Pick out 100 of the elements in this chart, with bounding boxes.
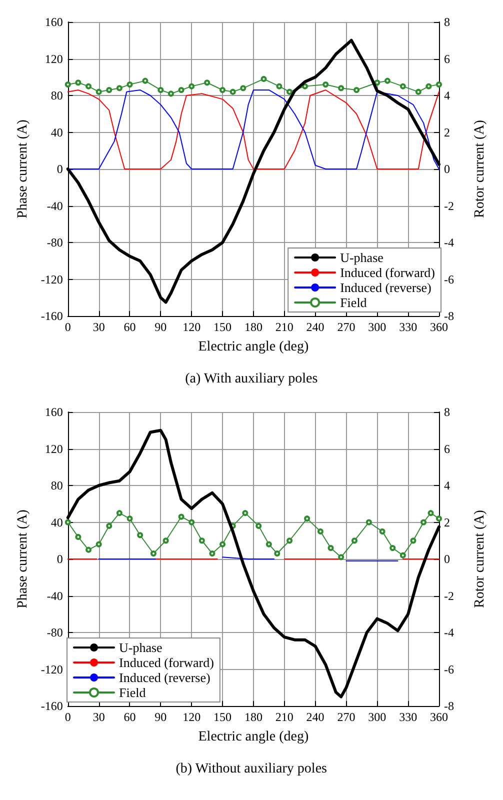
y2-tick-label: 6 <box>444 52 450 66</box>
point <box>428 510 434 516</box>
line-series <box>67 89 440 170</box>
x-tick-label: 90 <box>154 320 167 334</box>
point <box>116 85 122 92</box>
y-tick-label: -160 <box>40 699 63 713</box>
y-tick-label: 80 <box>50 478 63 492</box>
y-tick-label: 0 <box>56 552 63 566</box>
point <box>260 76 267 82</box>
point <box>86 546 92 553</box>
x-tick-label: 120 <box>182 710 201 724</box>
y-tick-label: -160 <box>40 309 63 323</box>
point <box>116 510 122 516</box>
x-tick-label: 90 <box>154 710 167 724</box>
point <box>106 522 112 529</box>
y-tick-label: 120 <box>44 442 63 456</box>
point <box>188 519 195 526</box>
y-tick-label: 0 <box>56 162 63 176</box>
y2-axis-title: Rotor current (A) <box>472 120 488 218</box>
legend-label: U-phase <box>340 250 384 265</box>
x-tick-label: 210 <box>275 320 294 334</box>
y2-tick-label: -8 <box>444 699 454 713</box>
point <box>328 544 334 551</box>
point <box>302 83 308 90</box>
x-axis-title: Electric angle (deg) <box>198 730 309 744</box>
point <box>351 538 358 544</box>
y2-tick-label: 4 <box>444 88 450 102</box>
y-tick-label: 40 <box>50 515 63 530</box>
point <box>150 550 156 556</box>
y-tick-label: 120 <box>44 52 63 66</box>
y2-tick-label: -2 <box>444 588 454 603</box>
y-axis-title: Phase current (A) <box>16 509 30 608</box>
point <box>286 538 293 544</box>
y2-tick-label: -4 <box>444 236 454 250</box>
x-tick-label: 360 <box>430 320 448 334</box>
y2-tick-label: 0 <box>444 552 450 566</box>
point <box>415 88 422 95</box>
point <box>240 85 246 92</box>
y-tick-label: 160 <box>44 405 63 419</box>
point <box>162 538 169 544</box>
y2-tick-label: -6 <box>444 662 454 676</box>
x-tick-label: 300 <box>368 710 386 724</box>
x-tick-label: 60 <box>124 710 136 724</box>
y2-tick-label: 8 <box>444 15 450 29</box>
legend-label: Induced (reverse) <box>340 280 432 295</box>
point <box>400 83 406 90</box>
point <box>142 78 148 84</box>
point <box>137 532 144 538</box>
point <box>86 83 92 90</box>
y-tick-label: 80 <box>50 88 63 102</box>
legend-label: Field <box>340 295 368 310</box>
point <box>198 538 205 544</box>
y-tick-label: 160 <box>44 15 63 29</box>
x-tick-label: 150 <box>214 710 232 724</box>
point <box>64 81 71 88</box>
y2-tick-label: 8 <box>444 405 450 419</box>
point <box>390 544 396 551</box>
point <box>75 534 82 540</box>
point <box>75 80 82 86</box>
point <box>126 516 133 522</box>
point <box>317 528 324 534</box>
y-tick-label: -80 <box>46 236 63 250</box>
y2-tick-label: -2 <box>444 198 454 213</box>
y2-tick-label: -8 <box>444 309 454 323</box>
point <box>168 90 174 97</box>
point <box>266 541 272 548</box>
x-tick-label: 240 <box>306 320 324 334</box>
point <box>436 516 442 522</box>
point <box>274 550 280 556</box>
y-tick-label: -120 <box>40 272 63 286</box>
x-tick-label: 360 <box>430 710 448 724</box>
x-tick-label: 210 <box>275 710 294 724</box>
x-tick-label: 330 <box>399 710 418 724</box>
point <box>420 519 427 526</box>
legend-label: Induced (forward) <box>119 655 214 670</box>
y2-tick-label: 2 <box>444 125 450 140</box>
point <box>96 541 102 548</box>
point <box>374 80 380 86</box>
point <box>384 78 390 84</box>
x-tick-label: 60 <box>124 320 136 334</box>
point <box>436 81 442 88</box>
y-axis-title: Phase current (A) <box>16 119 30 218</box>
point <box>276 83 282 90</box>
point <box>158 86 164 93</box>
y-tick-label: -40 <box>46 588 63 603</box>
y2-axis-title: Rotor current (A) <box>472 510 488 608</box>
point <box>304 516 310 522</box>
y2-tick-label: 0 <box>444 162 450 176</box>
point <box>178 514 184 520</box>
legend-label: Induced (forward) <box>340 265 436 280</box>
x-tick-label: 240 <box>306 710 324 724</box>
point <box>126 81 133 88</box>
point <box>400 552 406 558</box>
point <box>338 85 344 92</box>
y-tick-label: -120 <box>40 662 63 676</box>
y-tick-label: -80 <box>46 626 63 640</box>
legend-label: Field <box>119 685 146 700</box>
point <box>209 550 216 556</box>
x-tick-label: 180 <box>244 320 262 334</box>
x-tick-label: 150 <box>214 320 232 334</box>
